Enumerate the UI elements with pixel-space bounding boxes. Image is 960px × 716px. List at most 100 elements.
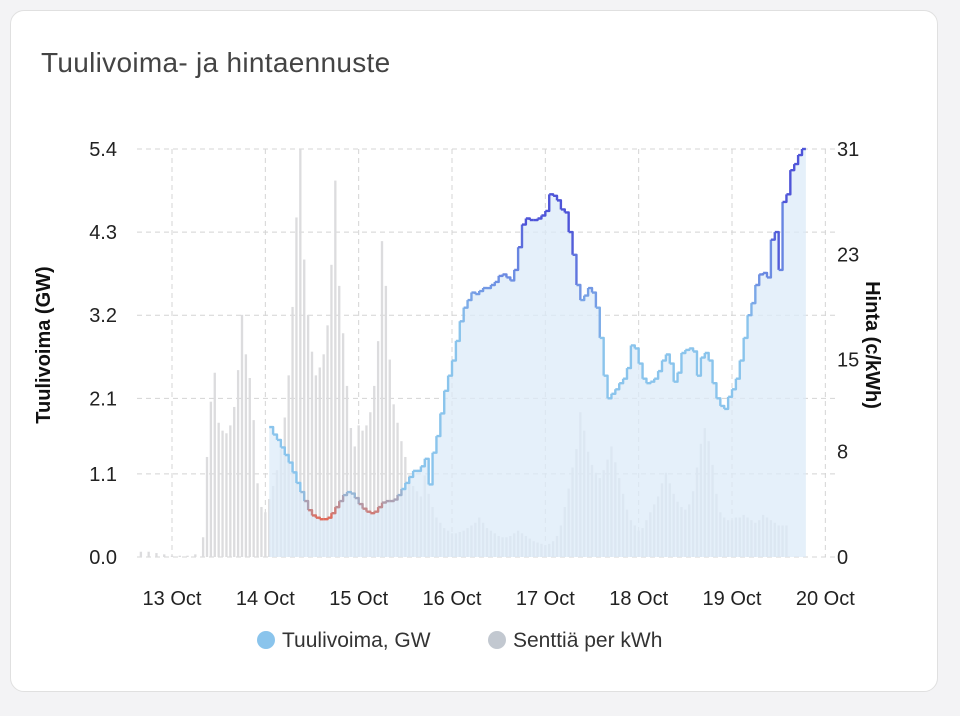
wind-line-segment (362, 507, 368, 512)
y2-tick-label: 23 (837, 244, 859, 266)
price-bar (306, 314, 310, 557)
wind-line-segment (339, 495, 345, 503)
wind-line-segment (545, 194, 551, 213)
x-tick-label: 19 Oct (703, 588, 762, 610)
wind-line-segment (292, 471, 298, 483)
wind-line-segment (790, 164, 796, 172)
wind-line-segment (794, 155, 800, 166)
price-bar (178, 555, 181, 557)
wind-line-segment (277, 438, 283, 448)
wind-line-segment (459, 307, 465, 323)
wind-line-segment (615, 383, 621, 391)
wind-line-segment (350, 492, 356, 499)
legend-swatch-price (488, 631, 506, 649)
x-tick-label: 15 Oct (329, 588, 388, 610)
y-axis-right-ticks: 0 8 15 23 31 (837, 139, 859, 569)
wind-line-segment (358, 502, 364, 509)
legend-item-price[interactable]: Senttiä per kWh (488, 629, 662, 652)
wind-line-segment (638, 362, 644, 379)
wind-line-segment (603, 374, 609, 399)
wind-line-segment (304, 499, 310, 511)
wind-line-segment (708, 359, 714, 384)
price-bar (221, 430, 224, 557)
wind-line-segment (432, 436, 438, 454)
y2-tick-label: 8 (837, 442, 848, 464)
wind-line-segment (646, 381, 652, 385)
price-bar (392, 404, 395, 557)
wind-line-segment (549, 193, 555, 196)
price-bar (225, 433, 228, 557)
wind-line-segment (650, 378, 656, 383)
wind-line-segment (533, 218, 539, 222)
wind-line-segment (471, 291, 477, 295)
wind-line-segment (444, 375, 450, 392)
y2-tick-label: 15 (837, 350, 859, 372)
wind-line-segment (417, 466, 423, 473)
wind-line-segment (576, 283, 582, 301)
x-tick-label: 16 Oct (423, 588, 482, 610)
wind-line-segment (658, 360, 664, 373)
price-bar (303, 259, 306, 557)
legend-swatch-wind (257, 631, 275, 649)
wind-line-segment (751, 285, 757, 305)
wind-line-segment (735, 360, 741, 380)
wind-line-segment (654, 371, 660, 380)
wind-line-segment (681, 349, 687, 355)
wind-line-segment (452, 340, 458, 362)
wind-line-segment (697, 357, 703, 377)
wind-line-segment (440, 390, 446, 415)
wind-line-segment (487, 285, 493, 290)
y-tick-label: 4.3 (89, 222, 117, 244)
y-tick-label: 5.4 (89, 139, 117, 161)
price-bar (233, 406, 236, 557)
wind-line-segment (370, 511, 376, 515)
wind-line-segment (595, 306, 601, 338)
price-bar (338, 285, 341, 557)
wind-line-segment (393, 495, 399, 501)
wind-line-segment (518, 224, 524, 249)
price-bar (139, 551, 143, 557)
price-bar (326, 325, 329, 557)
wind-line-segment (798, 149, 804, 157)
wind-line-segment (514, 247, 520, 272)
price-bar (310, 351, 314, 557)
wind-line-segment (627, 345, 633, 370)
wind-line-segment (774, 230, 780, 270)
wind-line-segment (743, 315, 749, 340)
wind-line-segment (755, 274, 761, 287)
wind-line-segment (677, 353, 683, 374)
x-tick-label: 13 Oct (143, 588, 202, 610)
y-axis-right-title: Hinta (c/kWh) (861, 281, 883, 409)
price-bar (299, 149, 302, 557)
wind-line-segment (537, 215, 543, 220)
wind-line-segment (700, 353, 706, 359)
price-bar (314, 375, 318, 557)
wind-line-segment (634, 347, 640, 364)
wind-line-segment (712, 382, 718, 399)
wind-line-segment (673, 372, 679, 383)
wind-line-segment (506, 276, 512, 281)
legend-item-wind[interactable]: Tuulivoima, GW (257, 629, 431, 652)
wind-line-segment (611, 389, 617, 395)
y-tick-label: 2.1 (89, 388, 117, 410)
price-bar (163, 554, 166, 557)
price-bar (147, 551, 150, 557)
wind-line-segment (409, 470, 415, 479)
price-bar (376, 341, 380, 557)
price-bar (201, 537, 205, 557)
wind-line-segment (669, 362, 675, 382)
wind-line-segment (498, 274, 504, 278)
price-bar (295, 217, 298, 557)
wind-line-segment (397, 489, 403, 497)
x-tick-label: 14 Oct (236, 588, 295, 610)
wind-area (269, 149, 806, 557)
price-bar (209, 401, 213, 557)
wind-line-segment (693, 350, 699, 376)
wind-line-segment (759, 272, 765, 276)
wind-line-segment (564, 211, 570, 233)
wind-line-segment (592, 291, 598, 308)
wind-line-segment (467, 292, 473, 302)
wind-line-segment (782, 194, 788, 204)
wind-line-segment (728, 389, 734, 399)
wind-line-segment (502, 273, 508, 278)
